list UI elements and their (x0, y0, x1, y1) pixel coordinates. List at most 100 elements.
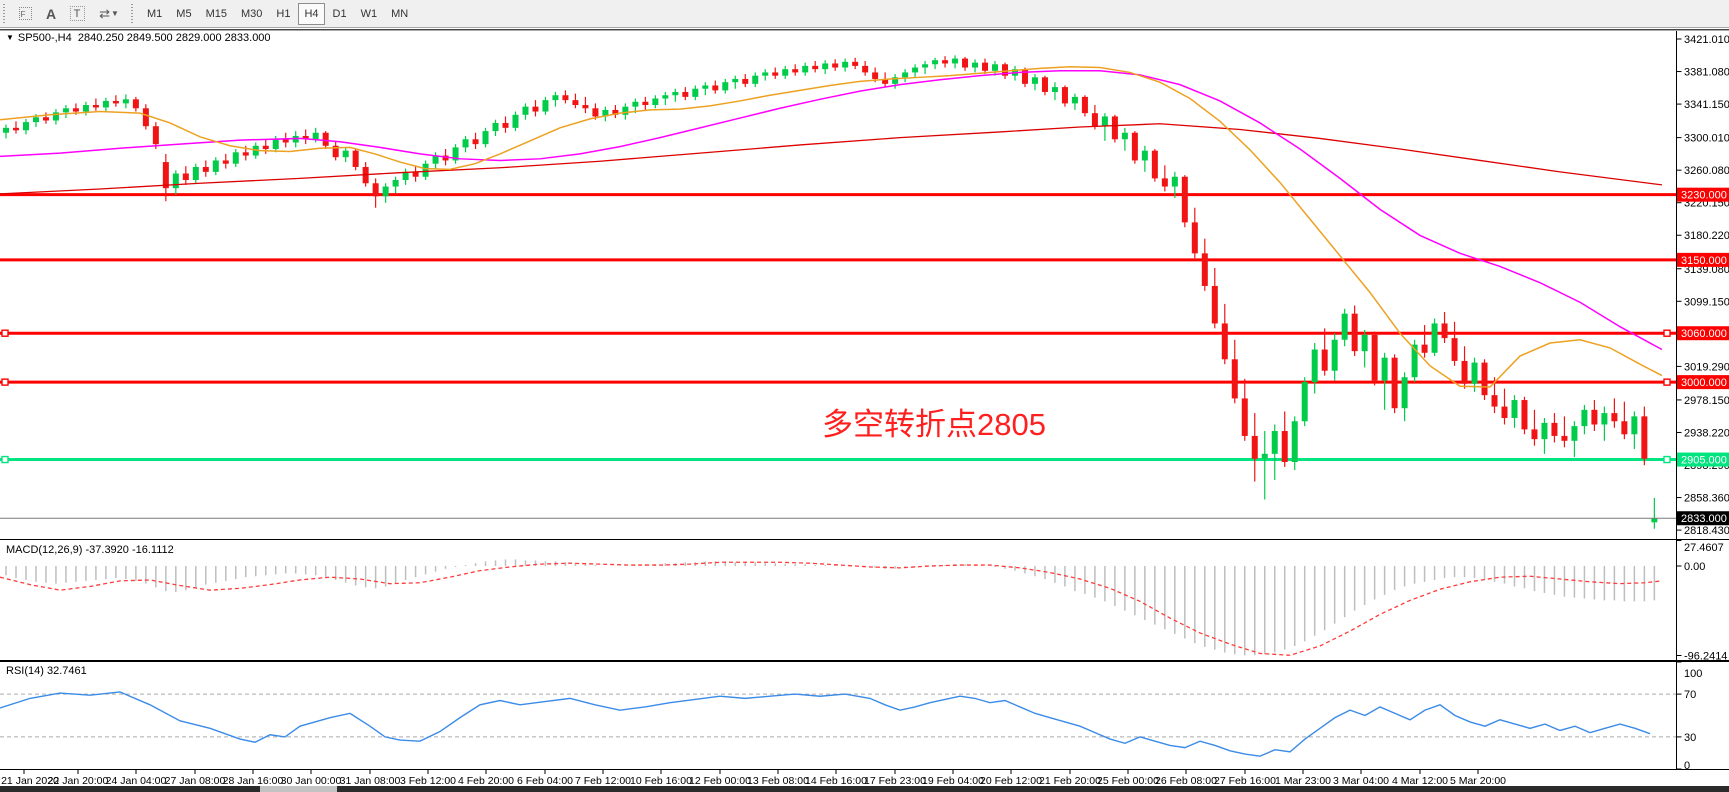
candle-body (892, 77, 899, 84)
candle-body (882, 78, 889, 84)
candle-body (972, 62, 979, 68)
candle-body (262, 145, 269, 150)
candle-body (1311, 349, 1318, 383)
candle-body (952, 58, 959, 64)
candle-body (62, 108, 69, 113)
candle-body (1531, 429, 1538, 440)
candle-body (1631, 416, 1638, 435)
timeframe-h1[interactable]: H1 (276, 7, 291, 20)
candle-body (1121, 132, 1128, 140)
candle-body (452, 147, 459, 161)
candle-body (102, 100, 109, 108)
rsi-svg: 100 70 30 0 (0, 661, 1729, 770)
candle-body (92, 105, 99, 108)
candle-body (142, 108, 149, 127)
candle-body (202, 166, 209, 172)
toolbar-gripper-2[interactable] (131, 3, 136, 24)
candle-body (182, 173, 189, 181)
candle-body (822, 63, 829, 70)
candle-body (12, 127, 19, 131)
line-handle[interactable] (1, 455, 9, 464)
candle-body (1491, 395, 1498, 407)
price-axis-label: 3260.080 (1684, 165, 1729, 177)
time-axis-label: 30 Jan 00:00 (281, 775, 342, 786)
price-badge (1677, 187, 1729, 202)
candle-body (512, 114, 519, 128)
chart-annotation[interactable]: 多空转折点2805 (822, 407, 1046, 442)
candle-body (422, 163, 429, 177)
candle-body (72, 108, 79, 112)
time-axis-label: 5 Mar 20:00 (1450, 775, 1506, 786)
text-box-icon[interactable]: T (65, 3, 89, 25)
rsi-axis-label: 70 (1684, 689, 1696, 701)
price-badge (1677, 511, 1729, 526)
chevron-down-icon[interactable]: ▼ (110, 9, 119, 18)
candle-body (1061, 87, 1068, 104)
candle-body (212, 160, 219, 172)
candle-body (772, 72, 779, 76)
candle-body (272, 139, 279, 150)
timeframe-w1[interactable]: W1 (360, 7, 378, 20)
rsi-panel[interactable]: 100 70 30 0 RSI(14) 32.7461 (0, 661, 1729, 770)
candle-body (572, 100, 579, 106)
candle-body (1461, 360, 1468, 384)
candle-body (1031, 77, 1038, 84)
snap-grid-icon[interactable]: F (13, 3, 37, 25)
scrollbar-thumb[interactable] (260, 786, 337, 792)
candle-body (3, 127, 9, 133)
price-axis-label: 2938.220 (1684, 427, 1729, 439)
candle-body (932, 60, 939, 65)
price-axis-label: 3099.150 (1684, 296, 1729, 308)
line-handle[interactable] (1663, 455, 1671, 464)
candle-body (1601, 413, 1608, 425)
candle-body (1131, 132, 1138, 161)
timeframe-m1[interactable]: M1 (147, 7, 163, 20)
timeframe-h4[interactable]: H4 (298, 2, 325, 25)
candle-body (862, 65, 869, 73)
candle-body (762, 72, 769, 76)
line-handle[interactable] (1663, 378, 1671, 386)
main-chart-panel[interactable]: 3421.010 3381.080 3341.150 3300.010 3260.080… (0, 29, 1729, 539)
price-axis-label: 3341.150 (1684, 99, 1729, 111)
time-axis[interactable]: 21 Jan 2020 22 Jan 20:00 24 Jan 04:00 27 Ja… (0, 770, 1729, 786)
macd-panel[interactable]: 27.4607 0.00 -96.2414 MACD(12,26,9) -37.39… (0, 539, 1729, 661)
toolbar-gripper[interactable] (3, 3, 8, 24)
line-handle[interactable] (1, 378, 9, 386)
price-badge (1677, 326, 1729, 341)
timeframe-mn[interactable]: MN (391, 7, 409, 20)
line-handle[interactable] (1663, 329, 1671, 337)
candle-body (1521, 400, 1528, 430)
candle-body (482, 131, 489, 145)
candle-body (522, 106, 529, 115)
timeframe-m5[interactable]: M5 (176, 7, 192, 20)
rsi-axis-label: 30 (1684, 732, 1696, 744)
candle-body (1281, 431, 1288, 462)
horizontal-scrollbar[interactable] (0, 786, 1729, 792)
rsi-axis-label: 100 (1684, 668, 1702, 680)
timeframe-m30[interactable]: M30 (240, 7, 263, 20)
timeframe-d1[interactable]: D1 (332, 7, 347, 20)
text-label-icon[interactable]: A (45, 5, 57, 22)
time-axis-label: 7 Feb 12:00 (575, 775, 631, 786)
candle-body (602, 109, 609, 117)
time-axis-label: 24 Jan 04:00 (106, 775, 167, 786)
candle-body (1341, 313, 1348, 340)
candle-body (1551, 422, 1558, 436)
candle-body (1511, 400, 1518, 418)
time-axis-label: 27 Jan 08:00 (165, 775, 226, 786)
candle-body (1251, 435, 1258, 459)
cursor-mode-icon[interactable]: ⇄ ▼ (99, 5, 119, 21)
candle-body (152, 126, 159, 145)
timeframe-m15[interactable]: M15 (205, 7, 227, 20)
candle-body (1381, 357, 1388, 381)
line-handle[interactable] (1, 329, 9, 337)
main-chart-svg[interactable]: 3421.010 3381.080 3341.150 3300.010 3260.080… (0, 29, 1729, 539)
candle-body (122, 99, 129, 104)
price-badge (1677, 452, 1729, 467)
candle-body (172, 173, 179, 189)
macd-signal-line (0, 561, 1663, 656)
price-badge-label: 2905.000 (1681, 455, 1727, 467)
time-axis-label: 21 Jan 2020 (1, 775, 59, 786)
symbol-dropdown-icon[interactable]: ▼ (6, 33, 14, 42)
